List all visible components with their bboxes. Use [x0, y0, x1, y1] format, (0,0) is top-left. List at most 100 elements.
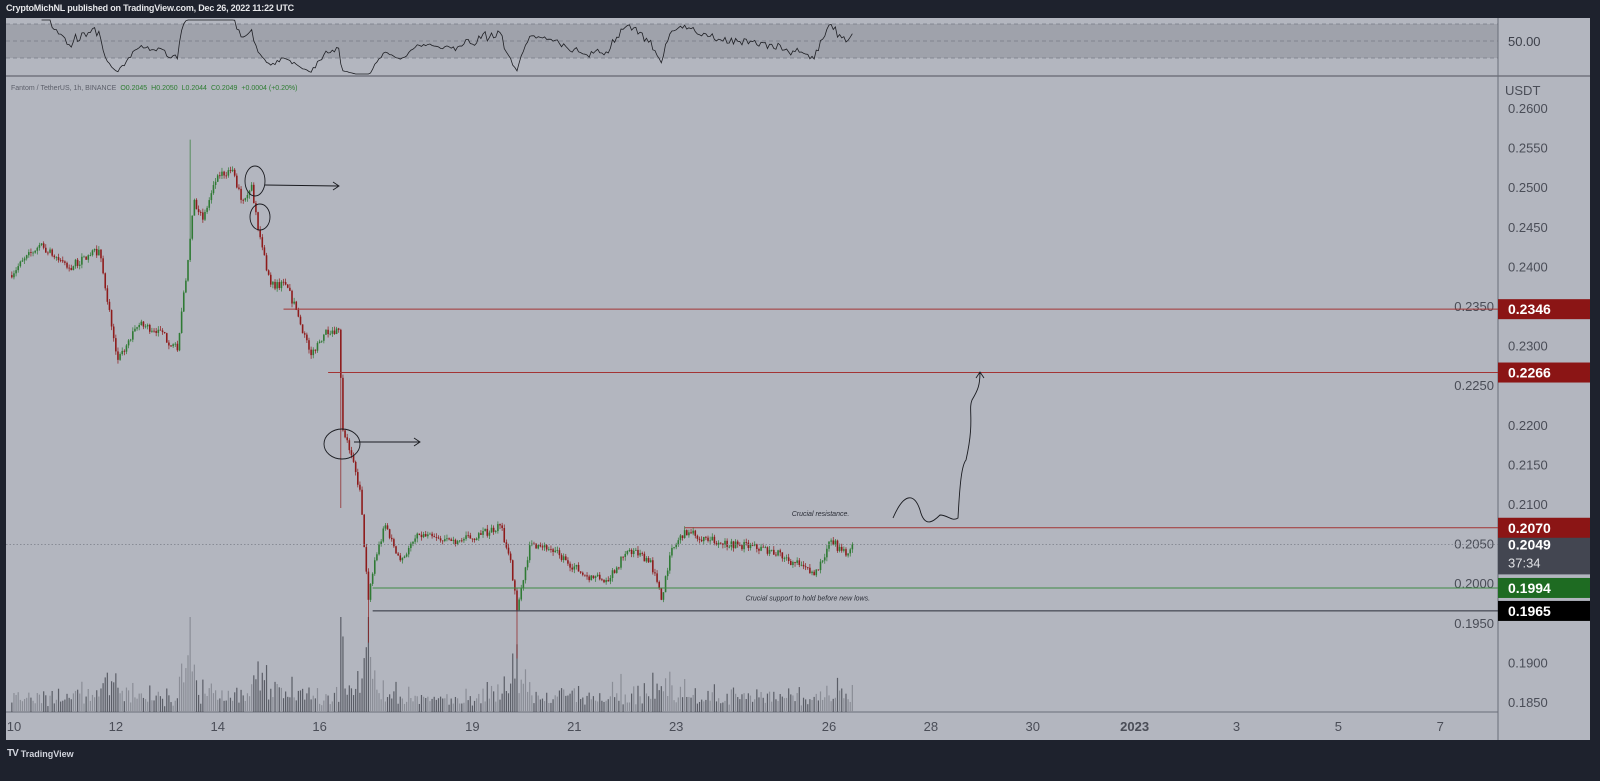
volume-bar [308, 687, 310, 712]
candle [93, 248, 96, 253]
candle [722, 543, 724, 549]
volume-bar [580, 699, 582, 712]
volume-bar [760, 691, 762, 712]
candle-body [475, 538, 478, 540]
volume-bar [839, 690, 841, 712]
volume-bar [32, 700, 34, 712]
candle [146, 323, 149, 330]
candle [348, 438, 351, 454]
candle-body [558, 550, 561, 556]
candle-body [382, 528, 385, 542]
volume-bar [745, 699, 747, 712]
volume-bar [590, 699, 592, 712]
candle [545, 544, 548, 552]
candle-body [282, 281, 285, 283]
candle [775, 552, 777, 557]
candle [401, 557, 404, 564]
candle-body [104, 273, 107, 289]
candle [187, 259, 189, 282]
candle-body [64, 261, 66, 263]
candle [454, 538, 457, 547]
volume-bar [569, 693, 571, 712]
candle-body [734, 541, 737, 549]
candle [584, 574, 586, 577]
candle [492, 525, 495, 535]
tradingview-logo[interactable]: TV TradingView [7, 748, 74, 759]
candle [81, 253, 83, 269]
volume-bar [132, 682, 134, 712]
candle [53, 254, 56, 260]
candle-body [800, 564, 803, 566]
time-tick-label: 3 [1233, 719, 1240, 734]
candle-body [798, 560, 801, 565]
price-tick-label: 0.2350 [1454, 299, 1494, 314]
volume-bar [459, 703, 461, 712]
candle [715, 540, 718, 546]
candle-body [770, 549, 773, 551]
candle-body [255, 203, 257, 213]
candle [129, 338, 132, 342]
volume-bar [240, 689, 242, 712]
volume-bar [543, 701, 546, 712]
drawn-circle [244, 165, 266, 197]
candle [236, 173, 238, 189]
volume-bar [819, 691, 822, 712]
level-resistance-badge [1498, 362, 1590, 383]
candle-body [32, 252, 34, 254]
candle-body [569, 563, 571, 568]
candle [354, 460, 357, 476]
candle-body [291, 290, 293, 304]
candle-body [488, 532, 491, 536]
candle-body [552, 549, 554, 553]
candle-body [480, 533, 482, 535]
candle-body [711, 536, 714, 541]
volume-bar [363, 658, 365, 712]
candle [78, 260, 81, 270]
candle [773, 546, 775, 555]
volume-bar [206, 695, 208, 712]
candle-body [95, 248, 98, 256]
candle [291, 289, 293, 308]
volume-bar [263, 680, 266, 712]
candle [821, 560, 824, 564]
volume-bar [30, 697, 32, 712]
volume-bar [83, 703, 85, 712]
price-tick-label: 0.2050 [1454, 537, 1494, 552]
volume-bar [289, 697, 291, 712]
volume-bar [45, 695, 47, 712]
volume-bar [68, 697, 70, 712]
candle-body [811, 571, 813, 574]
volume-bar [679, 686, 682, 712]
volume-bar [739, 699, 741, 712]
candle-body [34, 250, 36, 253]
candle-body [407, 548, 410, 555]
candle-body [259, 229, 261, 238]
time-tick-label: 21 [567, 719, 581, 734]
volume-bar [36, 693, 38, 712]
legend-symbol: Fantom / TetherUS, 1h, BINANCE [11, 85, 117, 92]
candle [125, 344, 128, 355]
candle-body [23, 258, 26, 261]
candle-body [153, 330, 155, 332]
candle-body [151, 330, 153, 332]
candle [482, 527, 484, 538]
candle-body [369, 583, 372, 600]
volume-bar [798, 687, 800, 712]
volume-bar [660, 686, 662, 712]
candle [509, 551, 512, 563]
candle-body [717, 542, 720, 545]
candle [692, 527, 694, 536]
volume-bar [251, 684, 253, 712]
volume-bar [181, 663, 183, 712]
candle-body [380, 541, 382, 545]
candle-body [622, 556, 624, 558]
candle [711, 533, 714, 541]
volume-bar [728, 704, 730, 712]
candle [685, 529, 688, 536]
candle-body [448, 538, 450, 540]
candle [779, 548, 781, 557]
volume-bar [38, 694, 41, 712]
candle [199, 210, 202, 216]
volume-bar [622, 704, 624, 712]
